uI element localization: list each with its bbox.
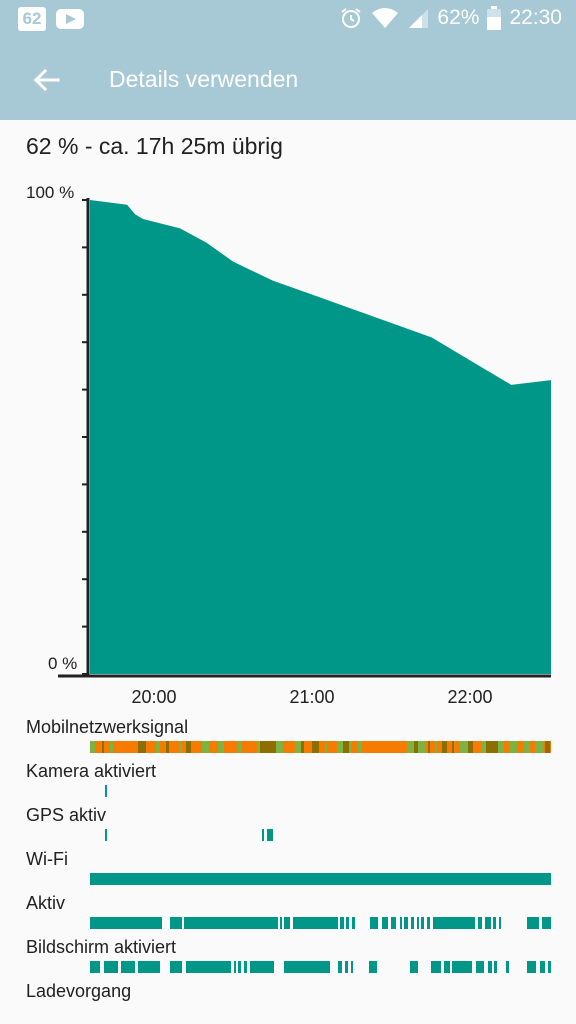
- mobile-signal-bar: [90, 741, 551, 753]
- app-bar: Details verwenden: [0, 40, 576, 120]
- row-label-mobile-signal: Mobilnetzwerksignal: [26, 717, 189, 737]
- gps-bar: [105, 829, 273, 841]
- y-axis: [82, 198, 90, 676]
- row-label-screen-on: Bildschirm aktiviert: [26, 937, 177, 957]
- page-title: Details verwenden: [109, 66, 299, 92]
- y-label-max: 100 %: [26, 183, 75, 202]
- row-label-active: Aktiv: [26, 893, 66, 913]
- row-label-camera: Kamera aktiviert: [26, 761, 157, 781]
- battery-icon: [487, 6, 502, 30]
- x-label-2000: 20:00: [131, 687, 177, 707]
- row-label-wifi: Wi-Fi: [26, 849, 68, 869]
- battery-percent: 62%: [437, 6, 480, 29]
- wifi-icon: [372, 8, 399, 28]
- screen-on-bar: [90, 961, 551, 973]
- row-label-charging: Ladevorgang: [26, 981, 132, 1001]
- alarm-icon: [341, 8, 362, 28]
- y-label-min: 0 %: [48, 654, 78, 673]
- battery-level-area: [90, 200, 551, 674]
- row-label-gps: GPS aktiv: [26, 805, 107, 825]
- x-label-2100: 21:00: [289, 687, 335, 707]
- camera-bar: [105, 785, 107, 797]
- notification-count-badge: 62: [18, 7, 46, 31]
- arrow-back-icon[interactable]: [28, 62, 64, 98]
- active-bar: [90, 917, 551, 929]
- status-bar: 62 62% 22:30: [0, 0, 576, 40]
- clock-time: 22:30: [509, 6, 562, 29]
- youtube-icon: [56, 9, 84, 29]
- signal-icon: [409, 9, 429, 28]
- battery-chart: [58, 198, 551, 678]
- battery-summary: 62 % - ca. 17h 25m übrig: [26, 133, 283, 159]
- wifi-bar: [90, 873, 551, 885]
- x-label-2200: 22:00: [447, 687, 493, 707]
